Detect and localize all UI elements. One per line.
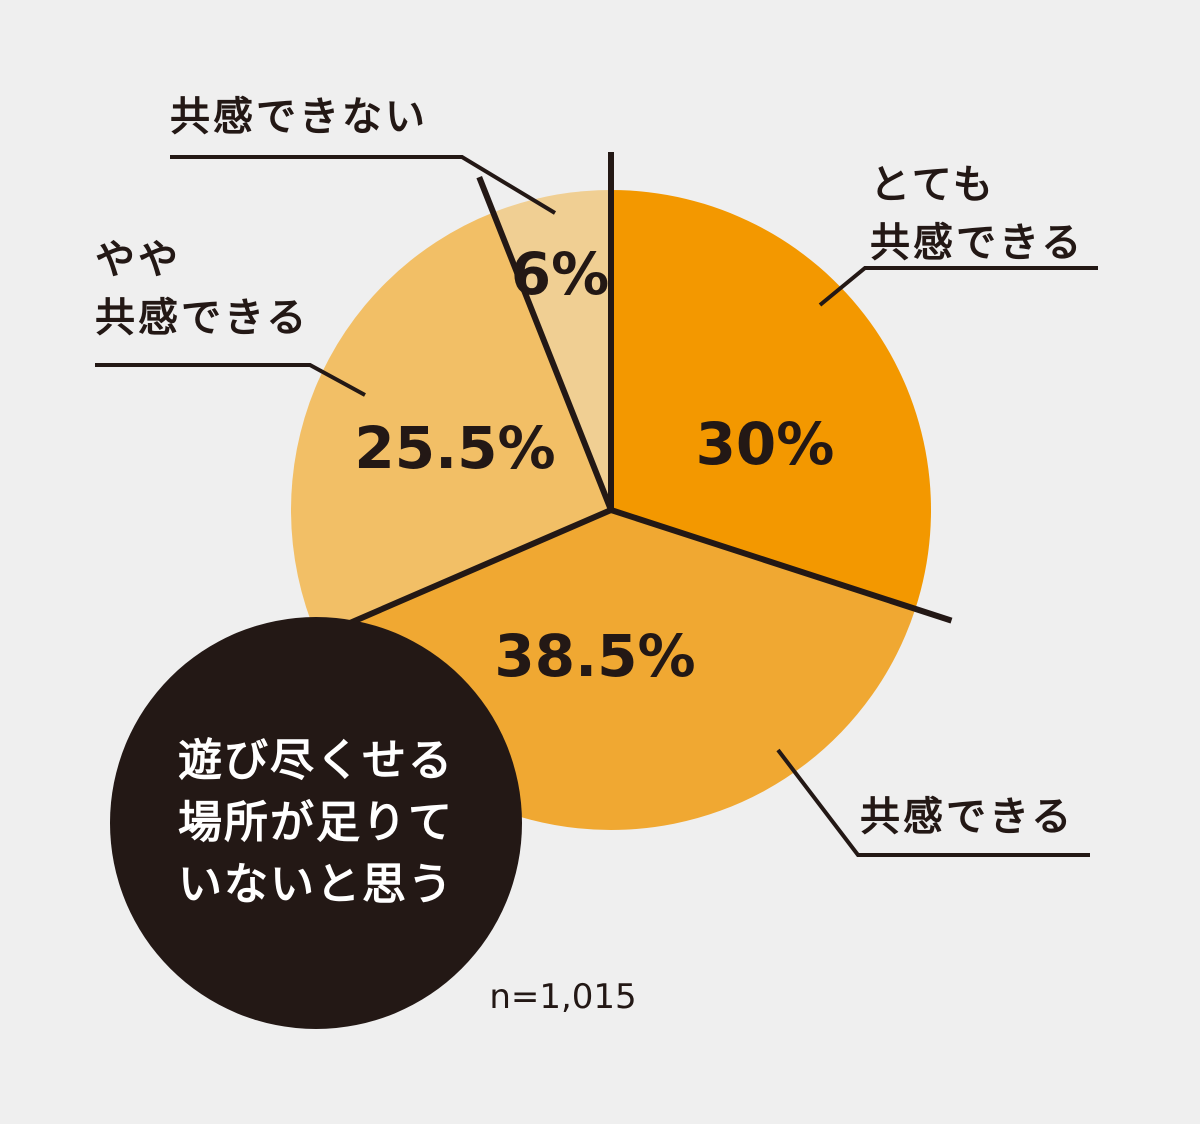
category-label: 共感できる [860,794,1074,840]
value-label: 30% [696,410,835,478]
value-label: 25.5% [354,414,555,482]
pie-slice [290,212,611,638]
value-label: 38.5% [494,622,695,690]
category-label: やや共感できる [95,237,309,341]
leader-line [95,363,366,397]
slice-divider [476,176,614,512]
chart-title: 遊び尽くせる場所が足りていないと思う [178,735,454,910]
title-badge [110,617,522,1029]
sample-note: n=1,015 [489,977,636,1017]
leader-line [818,266,1098,307]
category-label: 共感できない [170,94,428,140]
value-label: 6% [511,240,609,308]
labels: 30% とても共感できる 38.5% 共感できる 25.5% やや共感できる 6% 共感できな… [95,94,1098,857]
leader-line [776,748,1090,857]
category-label: とても共感できる [870,162,1084,266]
leader-line [170,155,557,215]
pie-slice [611,190,931,609]
slice-divider [610,507,953,624]
